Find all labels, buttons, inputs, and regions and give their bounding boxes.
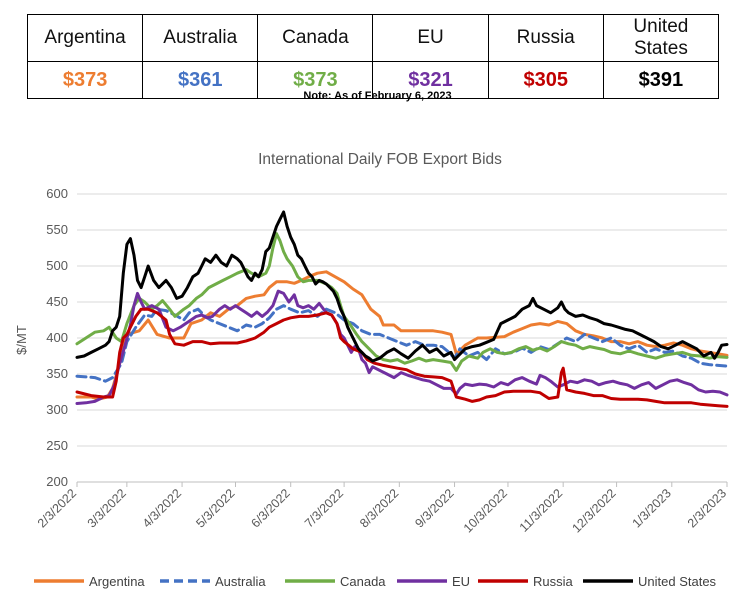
- price-russia: $305: [487, 61, 604, 99]
- legend-label: EU: [452, 574, 470, 589]
- series-line-australia: [75, 304, 729, 383]
- x-tick-label: 6/3/2022: [249, 486, 293, 530]
- x-tick-label: 11/3/2022: [517, 486, 566, 535]
- price-eu: $321: [372, 61, 489, 99]
- legend-label: United States: [638, 574, 717, 589]
- header-australia: Australia: [142, 14, 259, 62]
- x-tick-label: 4/3/2022: [140, 486, 184, 530]
- header-eu: EU: [372, 14, 489, 62]
- x-tick-label: 8/3/2022: [357, 486, 401, 530]
- note-text: Note: As of February 6, 2023: [303, 90, 452, 102]
- header-argentina: Argentina: [26, 14, 144, 62]
- y-tick-label: 400: [46, 330, 68, 345]
- y-tick-label: 550: [46, 222, 68, 237]
- y-tick-label: 600: [46, 186, 68, 201]
- x-tick-label: 7/3/2022: [302, 486, 346, 530]
- gridlines: [77, 193, 727, 447]
- price-australia: $361: [142, 61, 259, 99]
- price-table-header-row: Argentina Australia Canada EU Russia Uni…: [26, 14, 720, 62]
- series-line-eu: [75, 289, 729, 405]
- legend-label: Argentina: [89, 574, 145, 589]
- price-argentina: $373: [26, 61, 144, 99]
- price-united-states: $391: [602, 61, 720, 99]
- x-tick-label: 9/3/2022: [412, 486, 456, 530]
- y-tick-label: 200: [46, 474, 68, 489]
- header-united-states: United States: [602, 14, 720, 62]
- y-tick-label: 450: [46, 294, 68, 309]
- y-axis-label: $/MT: [14, 325, 29, 355]
- series-line-canada: [75, 232, 729, 372]
- series-lines: [75, 210, 729, 408]
- x-tick-label: 3/3/2022: [85, 486, 129, 530]
- price-table-value-row: $373 $361 $373 $321 $305 $391: [26, 61, 720, 99]
- legend-label: Australia: [215, 574, 266, 589]
- axes: 200 250 300 350 400 450 500 550 600 2/3/2022 3/3/2…: [35, 186, 729, 535]
- legend: Argentina Australia Canada EU Russia United S…: [34, 574, 717, 589]
- series-line-russia: [75, 307, 729, 408]
- series-line-argentina: [75, 270, 729, 401]
- legend-label: Russia: [533, 574, 574, 589]
- price-table: Argentina Australia Canada EU Russia Uni…: [26, 14, 720, 99]
- x-tick-label: 5/3/2022: [193, 486, 237, 530]
- y-tick-label: 250: [46, 438, 68, 453]
- x-tick-label: 12/3/2022: [569, 486, 618, 535]
- x-tick-label: 1/3/2023: [630, 486, 674, 530]
- x-tick-label: 2/3/2022: [35, 486, 79, 530]
- price-canada: $373: [257, 61, 374, 99]
- y-tick-label: 300: [46, 402, 68, 417]
- series-line-united-states: [75, 210, 729, 363]
- x-tick-label: 10/3/2022: [461, 486, 510, 535]
- x-tick-label: 2/3/2023: [685, 486, 729, 530]
- y-tick-label: 350: [46, 366, 68, 381]
- chart-title: International Daily FOB Export Bids: [258, 151, 502, 168]
- y-tick-label: 500: [46, 258, 68, 273]
- legend-label: Canada: [340, 574, 386, 589]
